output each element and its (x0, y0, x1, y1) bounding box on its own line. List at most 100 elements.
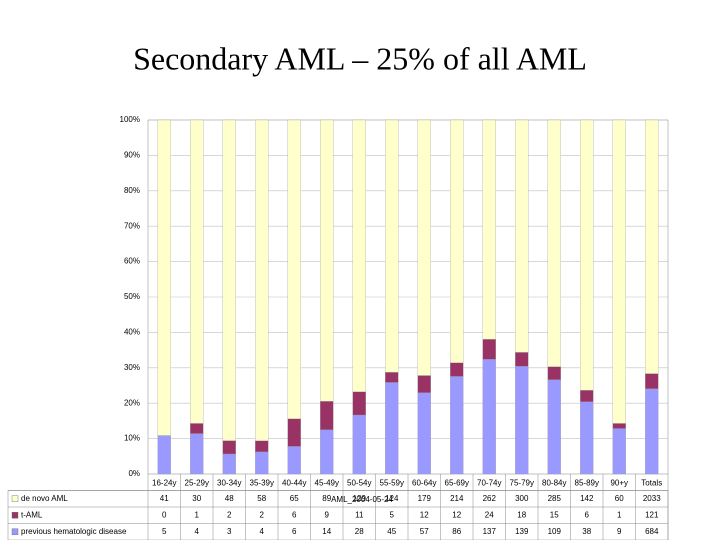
bar-segment (580, 119, 594, 391)
y-tick-label: 100% (120, 115, 140, 124)
table-value: 57 (420, 527, 429, 536)
bar-segment (417, 119, 431, 376)
x-tick-label: 40-44y (282, 478, 306, 487)
bar-segment (157, 119, 171, 436)
bar-segment (255, 440, 269, 453)
y-tick-label: 10% (124, 434, 140, 443)
y-tick-label: 40% (124, 328, 140, 337)
bar-segment (547, 119, 561, 367)
table-value: 1 (195, 510, 200, 519)
y-tick-label: 30% (124, 363, 140, 372)
table-value: 300 (515, 494, 529, 503)
table-value: 11 (355, 510, 364, 519)
bar-segment (515, 352, 529, 367)
bar-segment (515, 119, 529, 353)
table-value: 48 (225, 494, 234, 503)
table-value: 2 (227, 510, 232, 519)
bar-segment (190, 433, 204, 475)
bar-segment (645, 119, 659, 374)
bar-segment (255, 119, 269, 441)
table-value: 6 (292, 527, 297, 536)
table-value: 4 (260, 527, 265, 536)
table-value: 6 (292, 510, 297, 519)
bar-segment (255, 451, 269, 475)
table-value: 18 (517, 510, 526, 519)
x-tick-label: 25-29y (185, 478, 209, 487)
bar-segment (612, 428, 626, 475)
legend-label: de novo AML (21, 494, 68, 503)
bar-segment (352, 414, 366, 475)
legend-label: t-AML (21, 510, 43, 519)
bar-segment (320, 119, 334, 402)
y-tick-label: 50% (124, 292, 140, 301)
bar-segment (287, 418, 301, 447)
table-value: 142 (580, 494, 594, 503)
table-value: 12 (452, 510, 461, 519)
bar-segment (450, 376, 464, 475)
table-value: 24 (485, 510, 494, 519)
bar-segment (547, 379, 561, 475)
table-value: 179 (418, 494, 432, 503)
table-value: 5 (390, 510, 395, 519)
bar-segment (515, 366, 529, 475)
x-tick-label: 60-64y (412, 478, 436, 487)
legend-swatch (11, 528, 19, 535)
bar-segment (417, 392, 431, 475)
table-value: 109 (548, 527, 562, 536)
x-tick-label: 35-39y (250, 478, 274, 487)
x-tick-label: 45-49y (315, 478, 339, 487)
table-value: 14 (322, 527, 331, 536)
table-value: 4 (195, 527, 200, 536)
table-value: 15 (550, 510, 559, 519)
bar-segment (190, 119, 204, 424)
x-tick-label: 65-69y (445, 478, 469, 487)
bar-segment (450, 119, 464, 363)
table-value: 137 (483, 527, 497, 536)
table-value: 0 (162, 510, 167, 519)
table-value: 5 (162, 527, 167, 536)
bar-segment (645, 373, 659, 389)
bar-segment (385, 382, 399, 475)
bar-segment (385, 119, 399, 373)
x-tick-label: 90+y (610, 478, 628, 487)
table-value: 139 (515, 527, 529, 536)
table-value: 2033 (643, 494, 661, 503)
y-tick-label: 0% (128, 469, 140, 478)
table-value: 9 (617, 527, 622, 536)
x-tick-label: 80-84y (542, 478, 566, 487)
bar-segment (417, 375, 431, 393)
annotation: AML_2004-05-24 (331, 495, 393, 504)
y-tick-label: 90% (124, 151, 140, 160)
bar-segment (450, 362, 464, 377)
table-value: 2 (260, 510, 265, 519)
legend-swatch (11, 512, 19, 519)
table-value: 45 (387, 527, 396, 536)
x-tick-label: 85-89y (575, 478, 599, 487)
y-tick-label: 80% (124, 186, 140, 195)
table-value: 28 (355, 527, 364, 536)
bar-segment (580, 401, 594, 475)
bar-segment (352, 391, 366, 416)
bar-segment (287, 446, 301, 475)
bar-segment (612, 119, 626, 424)
bar-segment (190, 423, 204, 434)
bar-segment (580, 390, 594, 402)
table-value: 60 (615, 494, 624, 503)
table-value: 38 (582, 527, 591, 536)
bar-segment (482, 339, 496, 360)
table-value: 121 (645, 510, 659, 519)
bar-segment (612, 423, 626, 429)
bar-segment (482, 359, 496, 475)
bar-segment (645, 388, 659, 475)
x-tick-label: 75-79y (510, 478, 534, 487)
bar-segment (287, 119, 301, 419)
chart-title: Secondary AML – 25% of all AML (133, 40, 587, 76)
legend-swatch (11, 495, 19, 502)
bar-segment (222, 119, 236, 441)
bar-segment (320, 429, 334, 475)
x-tick-label: 70-74y (477, 478, 501, 487)
table-value: 30 (192, 494, 201, 503)
table-value: 58 (257, 494, 266, 503)
table-value: 124 (385, 494, 399, 503)
x-tick-label: 55-59y (380, 478, 404, 487)
